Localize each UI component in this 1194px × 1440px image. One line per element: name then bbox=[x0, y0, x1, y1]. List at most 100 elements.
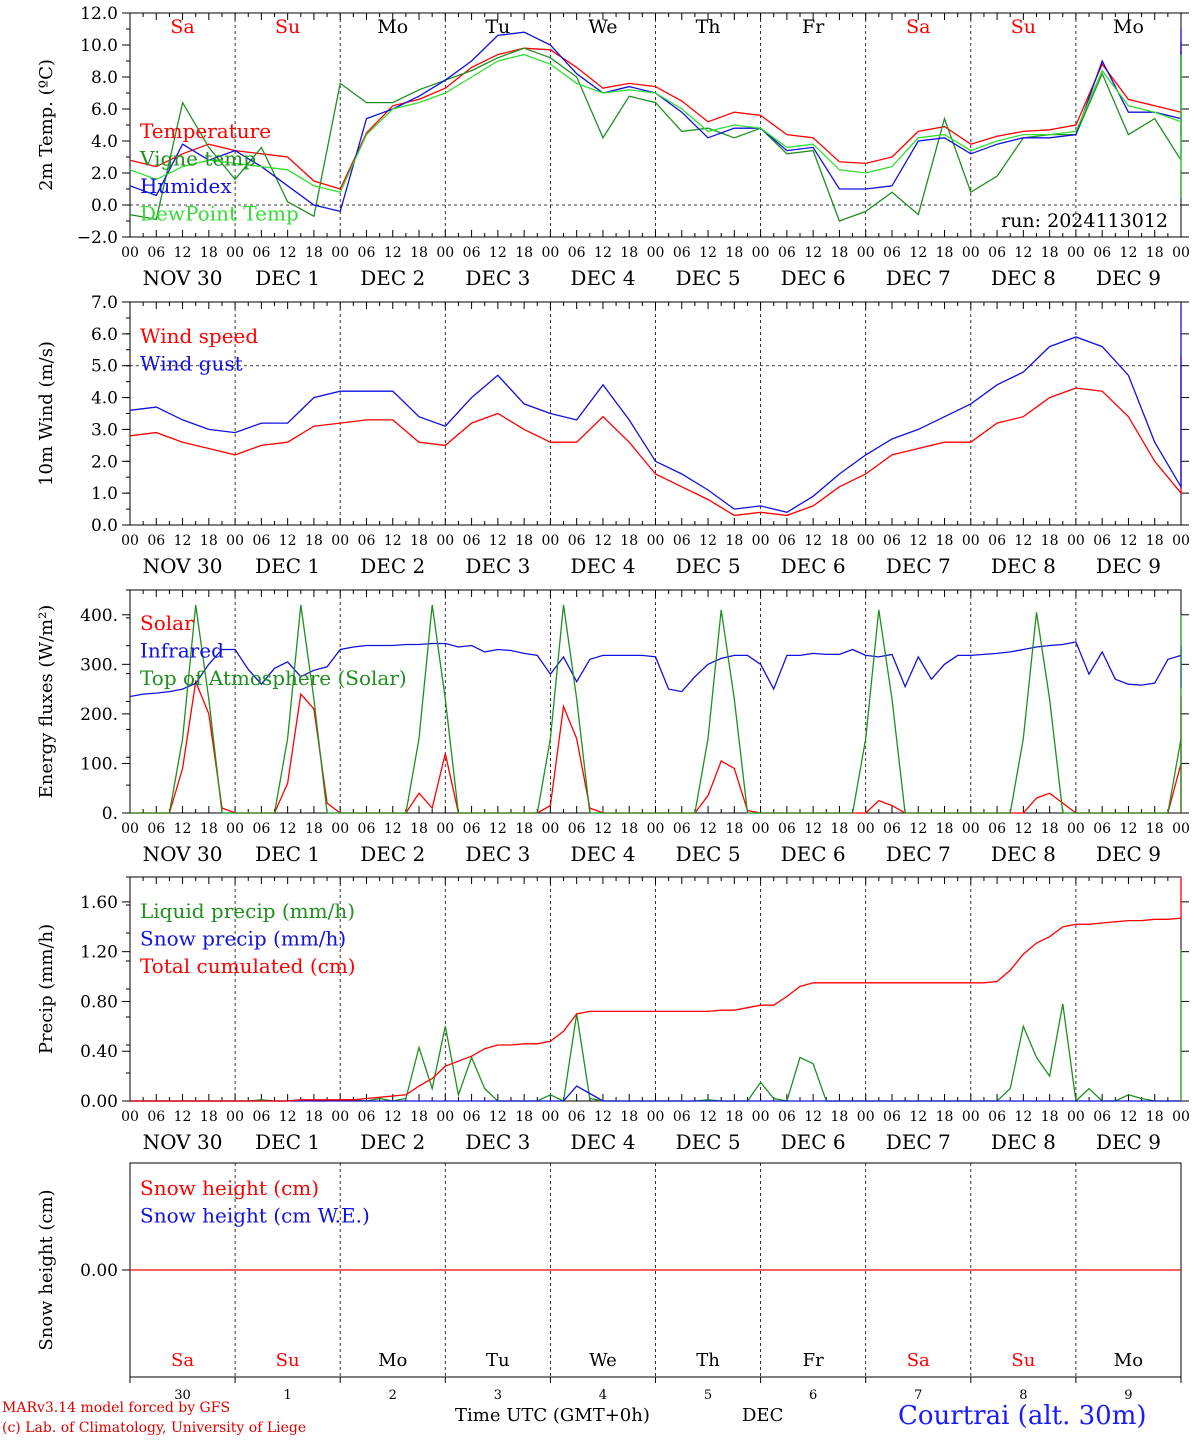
hour-tick-label: 18 bbox=[936, 821, 954, 837]
legend-entry: Solar bbox=[140, 611, 194, 635]
hour-tick-label: 00 bbox=[1067, 821, 1085, 837]
hour-tick-label: 06 bbox=[463, 533, 481, 549]
hour-tick-label: 06 bbox=[778, 533, 796, 549]
hour-tick-label: 12 bbox=[384, 533, 402, 549]
hour-tick-label: 18 bbox=[200, 821, 218, 837]
date-label: DEC 2 bbox=[360, 554, 425, 578]
hour-tick-label: 00 bbox=[436, 1109, 454, 1125]
date-label: DEC 4 bbox=[570, 842, 635, 866]
hour-tick-label: 00 bbox=[331, 1109, 349, 1125]
hour-tick-label: 06 bbox=[358, 533, 376, 549]
legend-entry: Top of Atmosphere (Solar) bbox=[140, 666, 407, 690]
legend-entry: Snow height (cm) bbox=[140, 1176, 319, 1200]
hour-tick-label: 06 bbox=[883, 245, 901, 261]
hour-tick-label: 12 bbox=[804, 245, 822, 261]
hour-tick-label: 06 bbox=[778, 821, 796, 837]
weekday-label: We bbox=[588, 16, 617, 38]
date-label: DEC 1 bbox=[255, 266, 320, 290]
hour-tick-label: 12 bbox=[489, 533, 507, 549]
y-tick-label: −2.0 bbox=[77, 228, 118, 248]
panel-5: 0.00 Snow height (cm) Snow height (cm) Snow… bbox=[36, 1162, 1182, 1403]
hour-tick-label: 12 bbox=[1120, 1109, 1138, 1125]
legend-entry: Infrared bbox=[140, 639, 224, 663]
date-label: DEC 1 bbox=[255, 1130, 320, 1154]
hour-tick-label: 00 bbox=[541, 533, 559, 549]
hour-tick-label: 00 bbox=[121, 1109, 139, 1125]
y-axis-label: 2m Temp. (ºC) bbox=[36, 59, 57, 191]
date-label: DEC 3 bbox=[465, 842, 530, 866]
hour-tick-label: 18 bbox=[305, 245, 323, 261]
date-label: DEC 5 bbox=[676, 842, 741, 866]
legend-entry: Snow precip (mm/h) bbox=[140, 927, 346, 951]
hour-tick-label: 18 bbox=[515, 245, 533, 261]
y-tick-label: 10.0 bbox=[80, 36, 118, 56]
day-number-label: 8 bbox=[1019, 1388, 1027, 1403]
hour-tick-label: 12 bbox=[594, 245, 612, 261]
hour-tick-label: 18 bbox=[725, 533, 743, 549]
date-label: NOV 30 bbox=[143, 1130, 223, 1154]
date-label: DEC 9 bbox=[1096, 554, 1161, 578]
hour-tick-label: 00 bbox=[1067, 1109, 1085, 1125]
hour-tick-label: 06 bbox=[463, 1109, 481, 1125]
hour-tick-label: 18 bbox=[305, 1109, 323, 1125]
hour-tick-label: 00 bbox=[752, 533, 770, 549]
date-label: DEC 8 bbox=[991, 266, 1056, 290]
hour-tick-label: 12 bbox=[909, 821, 927, 837]
hour-tick-label: 18 bbox=[620, 821, 638, 837]
hour-tick-label: 00 bbox=[226, 245, 244, 261]
hour-tick-label: 12 bbox=[174, 1109, 192, 1125]
y-tick-label: 12.0 bbox=[80, 4, 118, 24]
y-tick-label: 4.0 bbox=[91, 389, 118, 409]
date-label: NOV 30 bbox=[143, 842, 223, 866]
hour-tick-label: 00 bbox=[1172, 533, 1190, 549]
hour-tick-label: 12 bbox=[489, 821, 507, 837]
hour-tick-label: 12 bbox=[699, 533, 717, 549]
y-axis-label: 10m Wind (m/s) bbox=[36, 341, 57, 486]
legend-entry: Humidex bbox=[140, 174, 232, 198]
hour-tick-label: 06 bbox=[673, 533, 691, 549]
hour-tick-label: 18 bbox=[515, 533, 533, 549]
hour-tick-label: 00 bbox=[226, 1109, 244, 1125]
date-label: DEC 4 bbox=[570, 1130, 635, 1154]
date-label: DEC 2 bbox=[360, 266, 425, 290]
hour-tick-label: 18 bbox=[620, 533, 638, 549]
hour-tick-label: 12 bbox=[1014, 245, 1032, 261]
date-label: DEC 6 bbox=[781, 842, 846, 866]
hour-tick-label: 06 bbox=[358, 245, 376, 261]
date-label: DEC 4 bbox=[570, 554, 635, 578]
hour-tick-label: 06 bbox=[988, 533, 1006, 549]
station-title: Courtrai (alt. 30m) bbox=[898, 1401, 1147, 1431]
day-number-label: 2 bbox=[389, 1388, 397, 1403]
date-label: NOV 30 bbox=[143, 554, 223, 578]
weekday-label: Sa bbox=[907, 1350, 930, 1371]
legend-entry: Temperature bbox=[140, 119, 271, 143]
hour-tick-label: 06 bbox=[568, 1109, 586, 1125]
hour-tick-label: 12 bbox=[909, 1109, 927, 1125]
hour-tick-label: 12 bbox=[909, 533, 927, 549]
hour-tick-label: 12 bbox=[489, 245, 507, 261]
date-label: DEC 9 bbox=[1096, 266, 1161, 290]
y-tick-label: 2.0 bbox=[91, 164, 118, 184]
weekday-label: Sa bbox=[170, 16, 194, 38]
hour-tick-label: 18 bbox=[1041, 1109, 1059, 1125]
hour-tick-label: 18 bbox=[725, 1109, 743, 1125]
y-tick-label: 6.0 bbox=[91, 100, 118, 120]
legend-entry: DewPoint Temp bbox=[140, 202, 299, 226]
hour-tick-label: 18 bbox=[936, 533, 954, 549]
hour-tick-label: 00 bbox=[436, 821, 454, 837]
hour-tick-label: 12 bbox=[279, 245, 297, 261]
hour-tick-label: 06 bbox=[778, 245, 796, 261]
y-tick-label: 8.0 bbox=[91, 68, 118, 88]
day-number-label: 7 bbox=[914, 1388, 922, 1403]
hour-tick-label: 12 bbox=[1120, 245, 1138, 261]
weekday-label: Su bbox=[1011, 1350, 1035, 1371]
hour-tick-label: 00 bbox=[752, 1109, 770, 1125]
weekday-label: Mo bbox=[378, 1350, 407, 1371]
hour-tick-label: 00 bbox=[541, 245, 559, 261]
hour-tick-label: 06 bbox=[883, 821, 901, 837]
legend-entry: Vigne temp bbox=[139, 147, 256, 171]
panel-3: 0. 100. 200. 300. 400. Energy fluxes (W/m²) So… bbox=[36, 589, 1190, 866]
hour-tick-label: 00 bbox=[962, 533, 980, 549]
date-label: DEC 7 bbox=[886, 266, 951, 290]
hour-tick-label: 12 bbox=[804, 1109, 822, 1125]
